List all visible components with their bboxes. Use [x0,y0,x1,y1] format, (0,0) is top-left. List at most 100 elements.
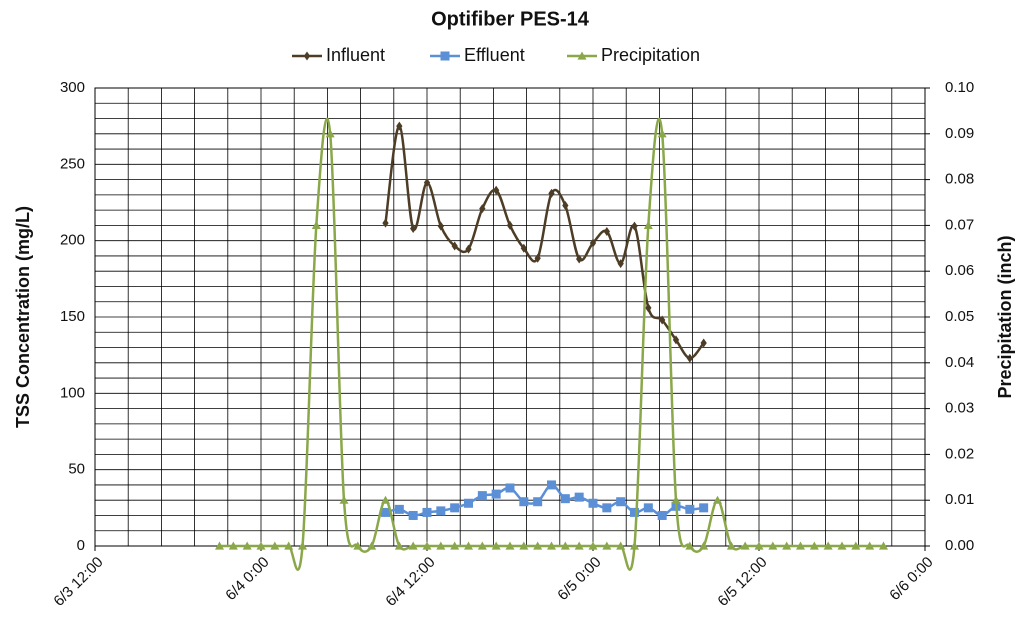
marker [533,497,543,507]
marker [576,254,583,264]
marker [617,259,624,269]
marker [574,541,584,550]
marker [560,541,570,550]
marker [381,507,390,517]
marker [685,504,695,514]
marker [657,129,667,138]
marker [616,541,626,550]
marker [671,495,681,504]
marker [547,480,556,490]
marker [394,504,404,514]
marker [630,507,639,517]
y2-tick-label: 0.05 [945,308,974,325]
x-tick-label: 6/5 0:00 [554,554,604,604]
marker [437,221,444,231]
marker [303,51,311,61]
marker [325,129,335,138]
marker [422,507,432,517]
marker [643,220,653,229]
marker [228,541,238,550]
marker [562,201,569,211]
marker [298,541,307,550]
y-tick-label: 250 [60,155,85,172]
marker [519,541,529,550]
marker [477,541,487,550]
marker [603,227,610,237]
y-axis-label: TSS Concentration (mg/L) [13,206,33,428]
marker [782,541,792,550]
marker [645,303,652,313]
marker [491,541,501,550]
y-tick-label: 300 [60,79,85,96]
y-tick-label: 200 [60,232,85,249]
y2-tick-label: 0.09 [945,125,974,142]
marker [215,541,224,550]
x-tick-label: 6/5 12:00 [714,554,770,610]
legend-label: Precipitation [601,45,700,65]
marker [796,541,805,550]
marker [491,489,501,499]
marker [394,541,404,550]
marker [284,541,294,550]
marker [367,541,377,550]
marker [602,503,612,513]
y2-tick-label: 0.06 [945,262,974,279]
marker [464,541,473,550]
marker [451,241,458,251]
marker [534,253,541,263]
marker [809,541,819,550]
y2-tick-label: 0.04 [945,354,974,371]
marker [686,353,693,363]
marker [408,510,418,520]
marker [396,121,403,131]
series-line [384,124,705,360]
marker [505,483,515,493]
marker [713,495,722,504]
series-line [219,117,884,571]
marker [726,541,736,550]
marker [436,541,446,550]
marker [588,541,598,550]
y-tick-label: 50 [68,461,85,478]
y2-axis-label: Precipitation (inch) [995,235,1015,398]
marker [422,541,432,550]
marker [242,541,252,550]
x-tick-label: 6/4 12:00 [382,554,438,610]
marker [533,541,543,550]
marker [837,541,847,550]
y-tick-label: 100 [60,384,85,401]
marker [574,492,584,502]
marker [270,541,280,550]
marker [657,510,667,520]
y2-tick-label: 0.10 [945,79,974,96]
marker [700,338,707,348]
marker [548,188,555,198]
x-tick-label: 6/6 0:00 [886,554,936,604]
marker [754,541,764,550]
marker [630,541,639,550]
marker [851,541,861,550]
marker [450,541,460,550]
marker [464,498,473,508]
marker [382,218,389,228]
marker [643,503,653,513]
chart-title: Optifiber PES-14 [431,8,590,30]
y-tick-label: 150 [60,308,85,325]
y2-tick-label: 0.00 [945,537,974,554]
marker [436,506,446,516]
marker [440,51,450,61]
y2-tick-label: 0.02 [945,445,974,462]
x-tick-label: 6/3 12:00 [50,554,106,610]
marker [602,541,612,550]
marker [631,221,638,231]
marker [823,541,833,550]
marker [519,497,529,507]
marker [256,541,266,550]
marker [506,220,514,230]
marker [423,178,431,188]
y2-tick-label: 0.08 [945,171,974,188]
x-tick-label: 6/4 0:00 [222,554,272,604]
marker [450,503,460,513]
y2-tick-label: 0.01 [945,491,974,508]
